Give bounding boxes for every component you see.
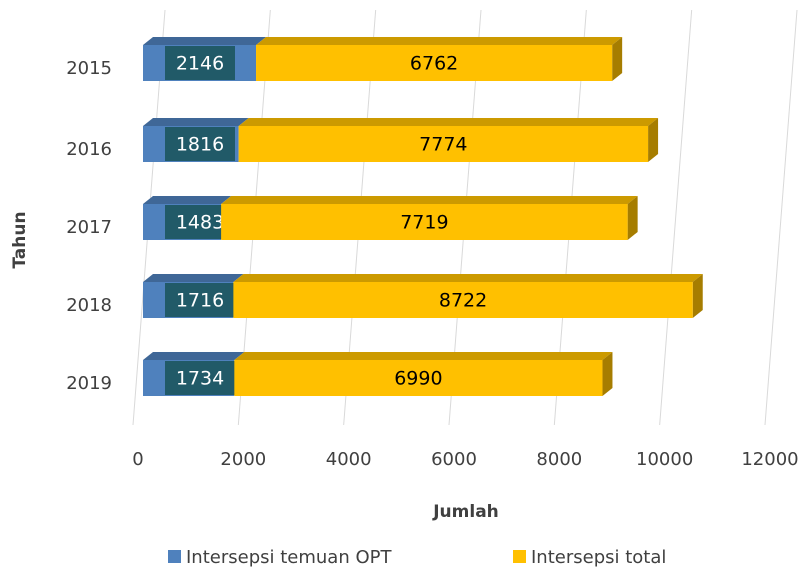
y-tick-label: 2015 (66, 58, 112, 79)
x-tick-label: 0 (132, 449, 143, 470)
y-tick-label: 2018 (66, 295, 112, 316)
x-tick-label: 4000 (326, 449, 372, 470)
x-axis-title: Jumlah (432, 502, 499, 522)
bar-side (612, 37, 623, 81)
data-label: 7774 (419, 134, 467, 156)
bar (256, 45, 613, 81)
data-label-box (165, 127, 235, 161)
bar (238, 126, 649, 162)
x-tick-label: 8000 (536, 449, 582, 470)
data-label-box (165, 46, 235, 80)
y-tick-label: 2019 (66, 373, 112, 394)
data-label: 6762 (410, 53, 458, 75)
data-label-box (165, 283, 235, 317)
bar (233, 282, 693, 318)
y-tick-label: 2016 (66, 139, 112, 160)
bar-top (143, 118, 249, 126)
data-label-box (165, 361, 235, 395)
x-tick-label: 12000 (741, 449, 798, 470)
data-label: 1483 (176, 212, 224, 234)
bar-side (692, 274, 703, 318)
legend-swatch (168, 550, 181, 563)
bar-top (143, 352, 245, 360)
bar-top (143, 274, 244, 282)
data-label: 1816 (176, 134, 224, 156)
data-label: 6990 (394, 368, 442, 390)
data-label: 8722 (439, 290, 487, 312)
x-tick-label: 2000 (220, 449, 266, 470)
data-label: 1734 (176, 368, 224, 390)
grid-line (764, 9, 798, 426)
y-axis-title: Tahun (10, 211, 30, 268)
legend-label: Intersepsi total (531, 547, 666, 568)
legend-swatch (513, 550, 526, 563)
bar-top (238, 118, 659, 126)
bar-top (256, 37, 623, 45)
bar-top (143, 196, 232, 204)
bar-top (234, 352, 613, 360)
data-label: 7719 (400, 212, 448, 234)
x-tick-label: 10000 (636, 449, 693, 470)
bar-side (648, 118, 659, 162)
bar (221, 204, 628, 240)
bar-top (143, 37, 267, 45)
bar-top (221, 196, 638, 204)
bar-side (627, 196, 638, 240)
x-tick-label: 6000 (431, 449, 477, 470)
grid-line (659, 9, 693, 426)
bar-top (233, 274, 703, 282)
data-label: 2146 (176, 53, 224, 75)
bar (234, 360, 603, 396)
data-label: 1716 (176, 290, 224, 312)
bar-side (602, 352, 613, 396)
legend-label: Intersepsi temuan OPT (186, 547, 392, 568)
y-tick-label: 2017 (66, 217, 112, 238)
